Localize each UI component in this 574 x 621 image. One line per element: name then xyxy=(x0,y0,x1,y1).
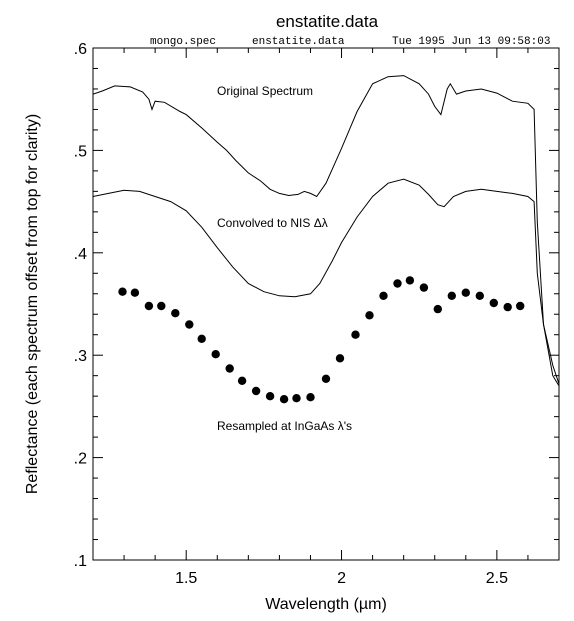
y-tick-label: .5 xyxy=(74,143,87,160)
resampled-point xyxy=(197,334,206,343)
x-tick-label: 2.5 xyxy=(486,570,508,587)
resampled-point xyxy=(393,279,402,288)
y-tick-labels: .1 .2 .3 .4 .5 .6 xyxy=(74,41,87,570)
resampled-point xyxy=(171,309,180,318)
axis-ticks xyxy=(92,47,560,561)
resampled-point xyxy=(279,395,289,404)
resampled-point xyxy=(144,301,154,311)
x-tick-label: 2 xyxy=(337,570,346,587)
resampled-point xyxy=(379,291,388,300)
resampled-point xyxy=(335,354,345,363)
y-tick-label: .6 xyxy=(74,41,87,58)
resampled-point xyxy=(503,302,512,312)
x-tick-labels: 1.5 2 2.5 xyxy=(175,570,508,587)
y-tick-label: .2 xyxy=(74,451,87,468)
macro-name: mongo.spec xyxy=(150,36,216,48)
resampled-point xyxy=(433,304,442,314)
resampled-point xyxy=(225,364,234,373)
timestamp: Tue 1995 Jun 13 09:58:03 xyxy=(392,36,550,48)
file-name: enstatite.data xyxy=(252,36,345,48)
resampled-point xyxy=(306,393,315,402)
resampled-point xyxy=(251,386,261,396)
resampled-point xyxy=(516,301,525,311)
resampled-point xyxy=(405,276,415,285)
resampled-point xyxy=(185,320,194,329)
resampled-point xyxy=(118,287,127,296)
y-axis-label: Reflectance (each spectrum offset from t… xyxy=(24,114,41,494)
annotation-original: Original Spectrum xyxy=(217,84,313,98)
y-tick-label: .4 xyxy=(74,246,87,263)
annotation-resampled: Resampled at InGaAs λ's xyxy=(217,419,352,433)
series-original-spectrum xyxy=(93,75,559,387)
resampled-point xyxy=(157,301,166,311)
resampled-point xyxy=(447,291,456,300)
resampled-point xyxy=(211,350,220,359)
x-tick-label: 1.5 xyxy=(175,570,197,587)
resampled-point xyxy=(130,288,140,297)
resampled-point xyxy=(365,311,374,320)
resampled-point xyxy=(475,291,484,300)
resampled-point xyxy=(265,392,275,401)
y-tick-label: .3 xyxy=(74,348,87,365)
resampled-point xyxy=(351,330,360,339)
plot-frame xyxy=(92,47,560,561)
x-axis-label: Wavelength (µm) xyxy=(265,596,387,613)
series-convolved xyxy=(93,178,559,385)
resampled-point xyxy=(461,288,470,297)
chart-title: enstatite.data xyxy=(276,12,379,31)
resampled-point xyxy=(321,374,331,383)
series-resampled xyxy=(118,276,525,404)
resampled-point xyxy=(292,394,301,403)
y-tick-label: .1 xyxy=(74,553,87,570)
resampled-point xyxy=(237,376,247,385)
resampled-point xyxy=(419,283,429,292)
annotation-convolved: Convolved to NIS Δλ xyxy=(217,216,328,230)
resampled-point xyxy=(489,298,498,308)
